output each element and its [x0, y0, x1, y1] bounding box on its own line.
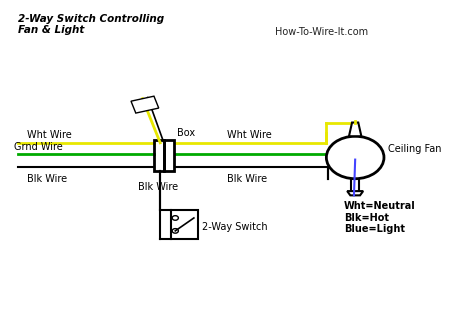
- Text: Wht Wire: Wht Wire: [27, 130, 72, 139]
- Bar: [164, 139, 174, 171]
- Text: Blk Wire: Blk Wire: [138, 182, 178, 192]
- Bar: [153, 139, 164, 171]
- Text: Grnd Wire: Grnd Wire: [14, 142, 63, 152]
- Text: Blk Wire: Blk Wire: [27, 174, 67, 184]
- Bar: [171, 210, 198, 239]
- Text: Box: Box: [177, 128, 195, 138]
- Text: 2-Way Switch: 2-Way Switch: [202, 222, 268, 232]
- Polygon shape: [347, 191, 363, 195]
- Polygon shape: [349, 123, 361, 136]
- Text: Blk Wire: Blk Wire: [227, 174, 267, 184]
- Text: Wht Wire: Wht Wire: [227, 130, 271, 139]
- Text: Ceiling Fan: Ceiling Fan: [389, 144, 442, 154]
- Text: 2-Way Switch Controlling
Fan & Light: 2-Way Switch Controlling Fan & Light: [19, 14, 164, 35]
- Polygon shape: [131, 96, 159, 113]
- Circle shape: [326, 136, 384, 179]
- Text: How-To-Wire-It.com: How-To-Wire-It.com: [276, 27, 369, 37]
- Text: Wht=Neutral
Blk=Hot
Blue=Light: Wht=Neutral Blk=Hot Blue=Light: [344, 201, 416, 235]
